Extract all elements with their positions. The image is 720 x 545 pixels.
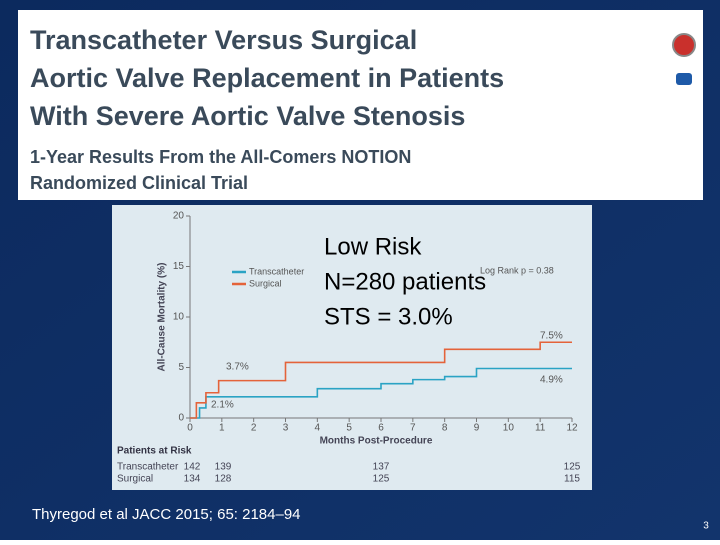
overlay-line: Low Risk <box>324 233 422 260</box>
legend-label: Transcatheter <box>249 266 304 276</box>
title-line: Aortic Valve Replacement in Patients <box>30 63 504 93</box>
crossmark-icon <box>672 33 696 57</box>
icon <box>676 73 692 85</box>
risk-count: 142 <box>184 462 201 473</box>
x-tick-label: 10 <box>503 423 515 434</box>
legend-label: Surgical <box>249 278 282 288</box>
subtitle-line: 1-Year Results From the All-Comers NOTIO… <box>30 147 411 167</box>
y-tick-label: 10 <box>173 312 185 323</box>
km-line <box>190 341 572 419</box>
annotation: Log Rank p = 0.38 <box>480 265 554 275</box>
x-tick-label: 1 <box>219 423 225 434</box>
x-tick-label: 7 <box>410 423 416 434</box>
y-axis-label: All-Cause Mortality (%) <box>157 263 168 372</box>
x-tick-label: 4 <box>315 423 321 434</box>
overlay-line: N=280 patients <box>324 268 486 295</box>
risk-count: 115 <box>564 474 580 485</box>
km-line <box>190 367 572 419</box>
x-tick-label: 8 <box>442 423 448 434</box>
risk-count: 137 <box>373 462 390 473</box>
y-tick-label: 20 <box>173 211 185 222</box>
x-tick-label: 12 <box>566 423 578 434</box>
annotation: 7.5% <box>540 331 563 342</box>
x-tick-label: 2 <box>251 423 257 434</box>
x-tick-label: 0 <box>187 423 193 434</box>
chart-panel <box>112 205 592 490</box>
x-tick-label: 9 <box>474 423 480 434</box>
x-tick-label: 11 <box>535 423 546 434</box>
risk-count: 125 <box>564 462 581 473</box>
y-tick-label: 15 <box>173 261 185 272</box>
annotation: 3.7% <box>226 362 249 373</box>
x-tick-label: 6 <box>378 423 384 434</box>
annotation: 4.9% <box>540 375 563 386</box>
risk-row-name: Surgical <box>117 474 153 485</box>
y-tick-label: 0 <box>178 413 184 424</box>
title-line: Transcatheter Versus Surgical <box>30 25 417 55</box>
x-axis-label: Months Post-Procedure <box>320 436 433 447</box>
risk-count: 125 <box>373 474 390 485</box>
citation: Thyregod et al JACC 2015; 65: 2184–94 <box>32 506 301 523</box>
risk-table-title: Patients at Risk <box>117 446 192 457</box>
title-box <box>18 10 703 200</box>
risk-count: 139 <box>215 462 232 473</box>
x-tick-label: 3 <box>283 423 289 434</box>
subtitle-line: Randomized Clinical Trial <box>30 173 248 193</box>
y-tick-label: 5 <box>178 362 184 373</box>
title-line: With Severe Aortic Valve Stenosis <box>30 101 465 131</box>
risk-count: 134 <box>184 474 201 485</box>
page-number: 3 <box>703 521 709 532</box>
overlay-line: STS = 3.0% <box>324 303 453 330</box>
risk-count: 128 <box>215 474 232 485</box>
risk-row-name: Transcatheter <box>117 462 179 473</box>
x-tick-label: 5 <box>346 423 352 434</box>
annotation: 2.1% <box>211 400 234 411</box>
